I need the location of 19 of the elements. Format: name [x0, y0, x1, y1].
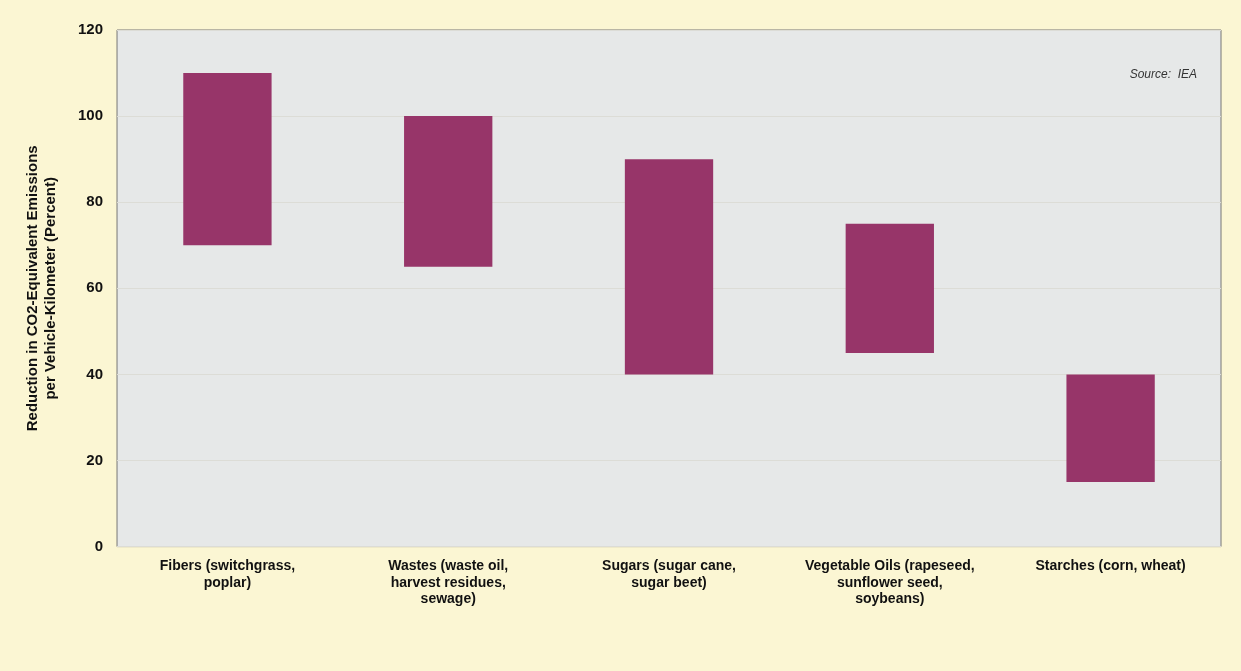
x-tick-label: Fibers (switchgrass, poplar) — [159, 556, 296, 590]
y-tick-label: 120 — [78, 20, 104, 38]
bar — [404, 116, 493, 267]
bar — [183, 73, 272, 246]
x-tick-label: Starches (corn, wheat) — [1035, 556, 1186, 573]
bar — [1066, 374, 1155, 483]
y-tick-label: 60 — [86, 278, 104, 296]
x-tick-label: Wastes (waste oil, harvest residues, sewage) — [388, 556, 509, 607]
bar — [624, 159, 714, 375]
y-tick-label: 20 — [86, 450, 104, 468]
y-tick-label: 100 — [78, 106, 104, 124]
y-axis-title: Reduction in CO2-Equivalent Emissions per Vehicle-Kilometer (Percent) — [23, 145, 59, 432]
annotation: Source: IEA — [1129, 67, 1197, 81]
x-tick-label: Vegetable Oils (rapeseed, sunflower seed, soybeans) — [804, 556, 975, 607]
bar — [845, 223, 934, 353]
y-tick-label: 0 — [94, 536, 104, 554]
y-tick-label: 40 — [86, 364, 104, 382]
x-tick-label: Sugars (sugar cane, sugar beet) — [602, 556, 736, 590]
y-tick-label: 80 — [86, 192, 104, 210]
